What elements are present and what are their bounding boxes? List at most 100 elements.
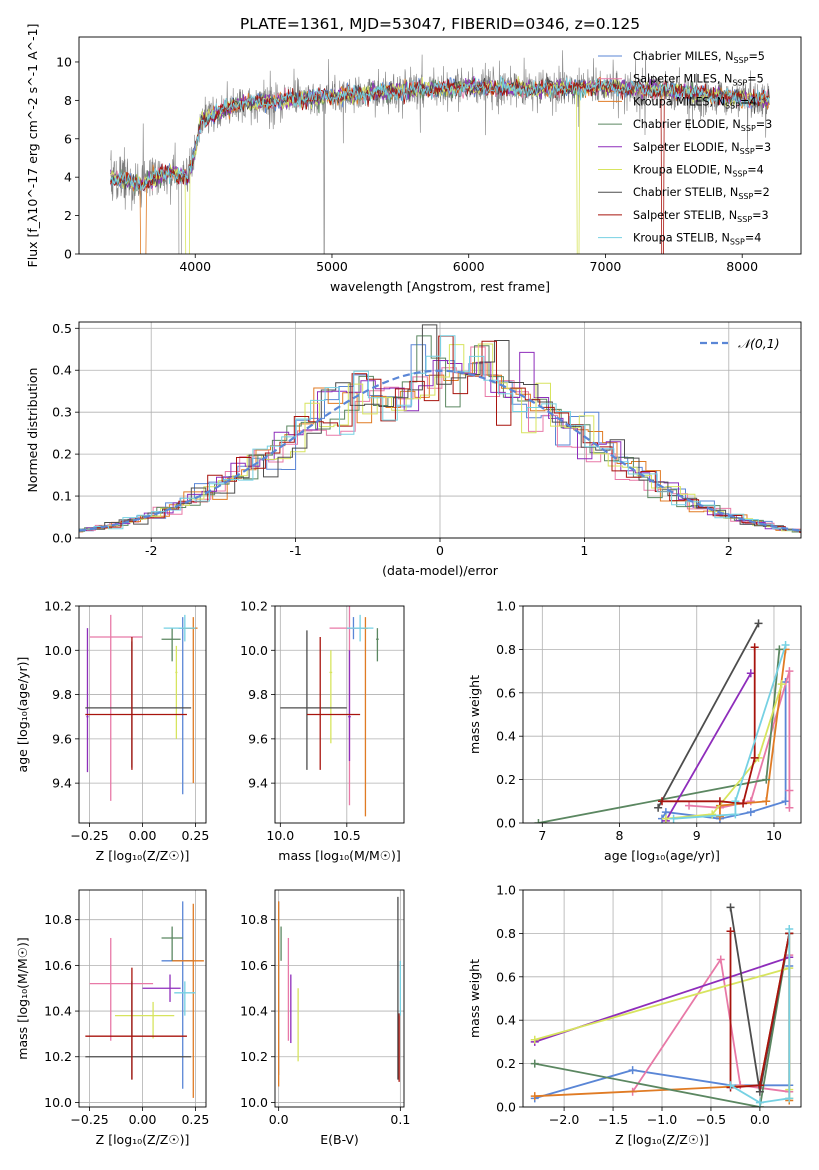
x-axis-label: E(B-V) — [320, 1132, 359, 1147]
marker-salpeter-stelib — [739, 799, 748, 808]
marker-kroupa-elodie — [661, 814, 670, 823]
axes-weight_vs_age: 7 8 9 10 0.0 0.2 0.4 0.6 0.8 1.0 age [log₁₀(age/yr… — [467, 599, 802, 863]
y-tick-label: 10.4 — [240, 1004, 268, 1019]
y-tick-label: 10.0 — [44, 1095, 72, 1110]
marker-kroupa-stelib — [785, 925, 794, 934]
y-axis-label: mass weight — [467, 959, 482, 1038]
marker-salpeter-miles — [785, 786, 794, 795]
marker-chabrier-miles — [746, 808, 755, 817]
y-tick-label: 0.2 — [496, 772, 516, 787]
axes-age_vs_mass: 10.0 10.5 9.4 9.6 9.8 10.0 10.2 mass [log₁₀(M/M… — [240, 599, 405, 863]
axes-frame — [78, 605, 207, 824]
legend-entry-kroupa-stelib: Kroupa STELIB, NSSP=4 — [633, 232, 761, 247]
y-tick-label: 10.2 — [44, 599, 72, 614]
x-tick-label: −2.0 — [549, 1112, 579, 1127]
x-tick-label: 0.0 — [269, 1112, 289, 1127]
x-axis-label: Z [log₁₀(Z/Z☉)] — [96, 848, 190, 863]
normal-reference-curve — [79, 369, 801, 532]
x-tick-label: 0 — [436, 543, 444, 558]
x-tick-label: −1.5 — [598, 1112, 628, 1127]
series-line-kroupa-stelib — [673, 644, 787, 820]
y-tick-label: 0.4 — [496, 729, 516, 744]
x-tick-label: -1 — [289, 543, 301, 558]
y-tick-label: 9.6 — [248, 731, 268, 746]
x-tick-label: 7000 — [590, 259, 622, 274]
marker-kroupa-elodie — [777, 680, 786, 689]
marker-chabrier-miles — [628, 1066, 637, 1075]
y-axis-label: age [log₁₀(age/yr)] — [15, 657, 30, 773]
weight-series — [534, 619, 794, 823]
series-line-chabrier-stelib — [657, 622, 760, 809]
marker-chabrier-stelib — [754, 619, 763, 628]
y-tick-label: 0.4 — [496, 1013, 516, 1028]
x-tick-label: 8 — [616, 828, 624, 843]
y-tick-label: 10.0 — [240, 643, 268, 658]
marker-chabrier-miles — [781, 797, 790, 806]
histogram-kroupa-stelib — [79, 335, 801, 532]
x-tick-label: 0.00 — [129, 828, 157, 843]
marker-salpeter-miles — [685, 801, 694, 810]
errorbars — [278, 896, 401, 1087]
axes-frame — [522, 605, 802, 824]
x-axis-label: (data-model)/error — [382, 563, 499, 578]
y-tick-label: 9.6 — [52, 731, 72, 746]
marker-kroupa-miles — [762, 797, 771, 806]
errorbars — [280, 606, 379, 817]
y-tick-label: 0.0 — [496, 816, 516, 831]
x-tick-label: 8000 — [726, 259, 758, 274]
marker-salpeter-elodie — [746, 669, 755, 678]
model-spectrum-kroupa-stelib — [110, 76, 770, 191]
x-axis-label: age [log₁₀(age/yr)] — [604, 848, 720, 863]
marker-chabrier-stelib — [654, 803, 663, 812]
marker-salpeter-stelib — [726, 927, 735, 936]
y-tick-label: 0.6 — [496, 685, 516, 700]
x-tick-label: 0.1 — [390, 1112, 410, 1127]
legend-entry-salpeter-miles: Salpeter MILES, NSSP=5 — [633, 73, 764, 88]
marker-chabrier-elodie — [530, 1059, 539, 1068]
y-tick-label: 0.2 — [52, 447, 72, 462]
marker-kroupa-stelib — [785, 1094, 794, 1103]
marker-kroupa-elodie — [708, 810, 717, 819]
y-tick-label: 9.4 — [248, 776, 268, 791]
x-tick-label: −1.0 — [647, 1112, 677, 1127]
x-axis-label: Z [log₁₀(Z/Z☉)] — [96, 1132, 190, 1147]
marker-salpeter-miles — [716, 955, 725, 964]
x-tick-label: 0.25 — [181, 828, 209, 843]
y-tick-label: 10.0 — [240, 1095, 268, 1110]
histograms — [79, 324, 801, 533]
series-line-salpeter-stelib — [729, 931, 791, 1089]
axes-frame — [274, 605, 405, 824]
spectrum-lines — [110, 50, 770, 254]
legend-entry-chabrier-miles: Chabrier MILES, NSSP=5 — [633, 50, 765, 65]
marker-salpeter-stelib — [715, 797, 724, 806]
y-tick-label: 9.8 — [52, 687, 72, 702]
figure-title: PLATE=1361, MJD=53047, FIBERID=0346, z=0… — [240, 15, 640, 33]
axes-frame — [522, 889, 802, 1108]
y-axis-label: Normed distribution — [25, 368, 40, 493]
marker-kroupa-miles — [530, 1092, 539, 1101]
x-tick-label: 6000 — [453, 259, 485, 274]
x-tick-label: 2 — [725, 543, 733, 558]
legend-entry-chabrier-stelib: Chabrier STELIB, NSSP=2 — [633, 186, 770, 201]
marker-chabrier-elodie — [762, 775, 771, 784]
x-axis-label: Z [log₁₀(Z/Z☉)] — [615, 1132, 709, 1147]
model-spectrum-kroupa-elodie — [110, 76, 770, 254]
x-tick-label: 10.0 — [266, 828, 294, 843]
y-tick-label: 0.6 — [496, 969, 516, 984]
y-tick-label: 9.4 — [52, 776, 72, 791]
series-line-kroupa-elodie — [665, 683, 783, 820]
x-tick-label: −0.25 — [70, 828, 108, 843]
x-tick-label: 10.5 — [333, 828, 361, 843]
y-tick-label: 0.5 — [52, 321, 72, 336]
y-tick-label: 10.8 — [240, 912, 268, 927]
y-tick-label: 0.3 — [52, 405, 72, 420]
x-tick-label: 10 — [766, 828, 782, 843]
marker-salpeter-miles — [785, 803, 794, 812]
marker-chabrier-elodie — [534, 819, 543, 823]
y-tick-label: 0.2 — [496, 1056, 516, 1071]
axes-frame — [78, 321, 802, 539]
axes-mass_vs_Z: −0.25 0.00 0.25 10.0 10.2 10.4 10.6 10.8 Z [log₁… — [15, 889, 209, 1147]
y-tick-label: 10.2 — [44, 1049, 72, 1064]
y-tick-label: 0.0 — [52, 531, 72, 546]
